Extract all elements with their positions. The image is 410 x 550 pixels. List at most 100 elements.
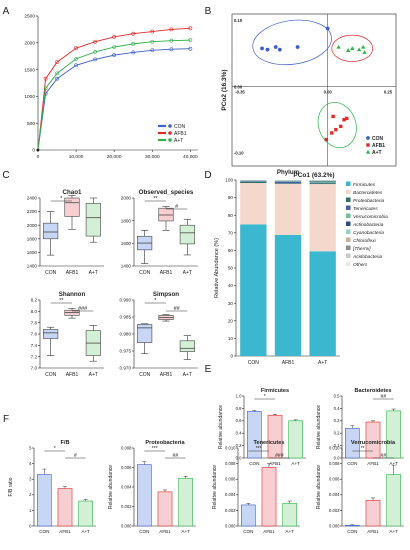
- x-tick-label: 0: [37, 154, 40, 160]
- subplot-title: Shannon: [59, 291, 86, 298]
- legend-label: Tenericutes: [353, 206, 378, 212]
- series-line-AFB1: [37, 27, 191, 151]
- y-tick-label: 7.6: [31, 332, 38, 337]
- bar-A+T: [78, 500, 93, 527]
- origin-point: [36, 148, 40, 152]
- y-axis-label: Relative abundance: [316, 465, 322, 509]
- data-point: [350, 46, 355, 50]
- data-point: [55, 71, 59, 76]
- y-tick-label: 0.8: [236, 406, 242, 411]
- legend-marker: [366, 136, 370, 140]
- data-point: [342, 118, 346, 122]
- legend-label: [Thermi]: [352, 246, 371, 252]
- y-tick-label: 2400: [27, 196, 38, 201]
- data-point: [265, 47, 270, 52]
- x-tick-label: CON: [139, 372, 151, 378]
- x-tick-label: A+T: [389, 461, 398, 466]
- legend-label: Cyanobacteria: [353, 230, 384, 236]
- box-CON: [43, 329, 59, 339]
- y-axis-label: Relative abundance: [108, 465, 114, 509]
- legend-label: Actinobacteria: [352, 222, 384, 228]
- significance-label: **: [361, 446, 365, 452]
- subplot-title: Bacteroidetes: [355, 388, 392, 394]
- data-point: [169, 38, 174, 43]
- legend-marker: [168, 124, 172, 128]
- legend-marker: [365, 149, 371, 154]
- significance-label: *: [264, 394, 266, 400]
- legend-swatch: [346, 229, 351, 234]
- y-tick-label: 0.004: [225, 492, 236, 497]
- y-tick-label: 8.2: [31, 298, 38, 303]
- y-tick-label: 0.006: [329, 477, 340, 482]
- data-point: [345, 48, 351, 52]
- data-point: [93, 50, 98, 54]
- data-point: [188, 38, 193, 43]
- y-axis-label: Relative Abundance (%): [214, 238, 220, 298]
- y-tick-label: 70: [228, 230, 234, 235]
- y-tick-label: 0.2: [334, 431, 340, 436]
- data-point: [131, 31, 136, 36]
- legend-swatch: [346, 237, 351, 242]
- y-tick-label: 30: [228, 301, 234, 306]
- y-axis-label: F/B ratio: [8, 477, 14, 496]
- y-tick-label: 3: [29, 477, 32, 482]
- box-CON: [137, 324, 153, 343]
- data-point: [169, 27, 174, 32]
- x-tick-label: 40,000: [183, 154, 198, 160]
- data-point: [273, 45, 278, 49]
- barplot-Tenericutes: Tenericutes 0.000 0.002 0.004 0.006 0.008 0.01…: [212, 440, 300, 534]
- significance-label: *: [60, 196, 63, 202]
- legend-label: A+T: [174, 138, 183, 144]
- data-point: [55, 76, 59, 81]
- panel-letter-D: D: [204, 170, 211, 181]
- data-point: [150, 48, 155, 53]
- legend-swatch: [346, 245, 351, 250]
- data-point: [74, 63, 78, 68]
- x-axis-label: PCo1 (63.2%): [293, 172, 334, 179]
- bar-segment-Firmicutes: [274, 234, 302, 356]
- boxplot-Simpson: Simpson 0.970 0.975 0.980 0.985 0.990 CON AFB1 A…: [120, 291, 198, 378]
- y-tick-label: 0.5: [334, 393, 340, 398]
- x-tick-label: 10,000: [69, 154, 84, 160]
- legend-swatch: [346, 261, 351, 266]
- x-tick-label: AFB1: [269, 461, 281, 466]
- x-tick-label: CON: [45, 372, 57, 378]
- bar-segment-Verrucomicrobia: [274, 181, 302, 182]
- data-point: [277, 47, 282, 52]
- y-tick-label: 0.980: [120, 332, 132, 337]
- data-point: [334, 127, 338, 132]
- y-tick-label: 2000: [27, 223, 38, 228]
- legend-swatch: [346, 213, 351, 218]
- y-axis-label: Relative abundance: [218, 405, 224, 449]
- bar-segment-Tenericutes: [309, 182, 336, 184]
- bar-segment-Bacteroidetes: [240, 182, 267, 225]
- series-line-CON: [37, 48, 191, 151]
- y-tick-label: 7.4: [31, 343, 38, 348]
- y-tick-label: 100: [225, 178, 233, 183]
- legend-label: AFB1: [174, 131, 187, 137]
- y-tick-label: 2000: [24, 41, 35, 47]
- box-A+T: [179, 340, 195, 352]
- x-tick-label: CON: [249, 461, 259, 466]
- data-point: [330, 131, 334, 135]
- y-tick-label: 0.4: [334, 406, 340, 411]
- barplot-Firmicutes: Firmicutes 0.0 0.2 0.4 0.6 0.8 1.0 Relative abu…: [218, 388, 306, 466]
- x-tick-label: CON: [39, 529, 49, 534]
- y-tick-label: 1800: [121, 218, 132, 223]
- bar-segment-Bacteroidetes: [309, 184, 336, 252]
- significance-label: **: [153, 196, 158, 202]
- bar-A+T: [282, 503, 297, 527]
- barplot-Verrucomicrobia: Verrucomicrobia 0.000 0.002 0.004 0.006 0.008…: [316, 440, 404, 534]
- y-tick-label: 0.006: [121, 465, 132, 470]
- bar-segment-Bacteroidetes: [274, 183, 302, 235]
- x-tick-label: CON: [45, 270, 57, 276]
- y-tick-label: 7.0: [31, 366, 38, 371]
- y-tick-label: 90: [228, 195, 234, 200]
- subplot-title: F/B: [60, 440, 69, 446]
- legend-swatch: [346, 253, 351, 258]
- y-tick-label: 60: [228, 248, 234, 253]
- data-point: [93, 57, 98, 62]
- data-point: [339, 124, 343, 129]
- y-tick-label: 0.002: [225, 508, 236, 513]
- y-tick-label: -0.10: [234, 150, 244, 155]
